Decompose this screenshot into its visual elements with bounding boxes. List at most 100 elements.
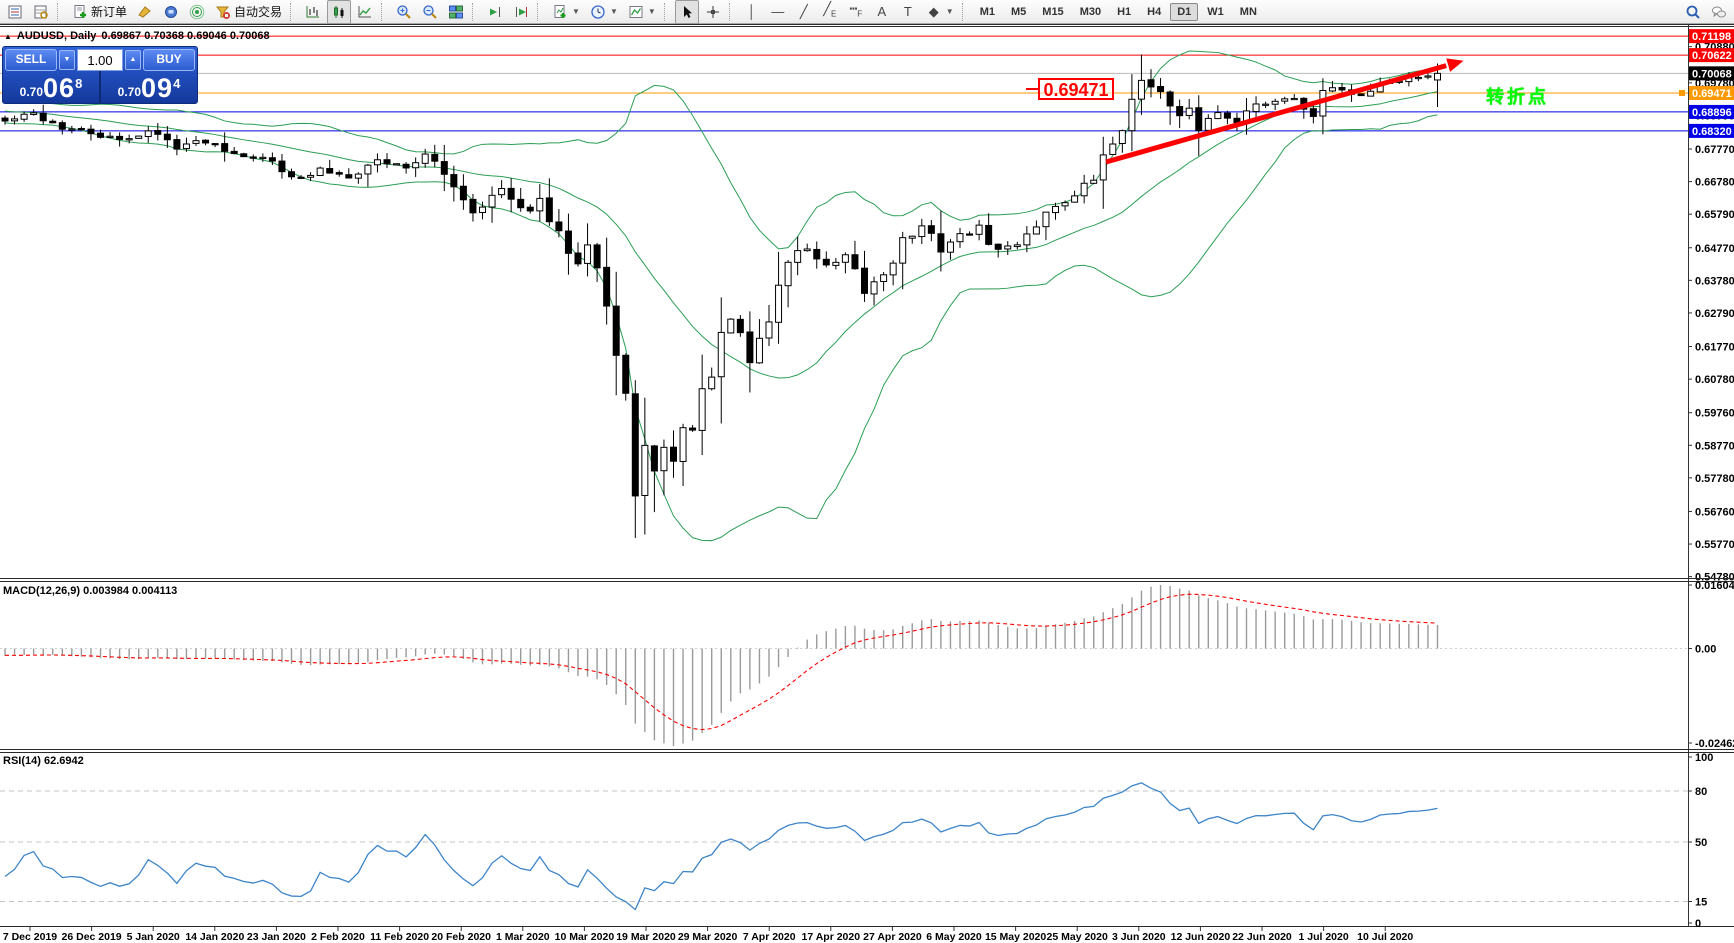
indicator-console-icon [137, 4, 153, 20]
toolbar-separator [472, 2, 479, 21]
tile-windows-button[interactable] [444, 0, 468, 24]
date-axis: 7 Dec 2019 26 Dec 2019 5 Jan 2020 14 Jan 20… [3, 927, 1413, 943]
fibonacci-tool-button[interactable]: ┅F [844, 0, 868, 24]
text-tool-button[interactable]: A [870, 0, 894, 24]
search-button[interactable] [1681, 0, 1705, 24]
date-tick-label: 11 Feb 2020 [370, 931, 429, 943]
vline-tool-icon: │ [747, 3, 756, 19]
price-axis: 0.708800.697800.687900.677700.667800.657… [1688, 24, 1734, 927]
arrows-tool-button[interactable]: ◆ ▼ [922, 0, 958, 24]
line-chart-button[interactable] [353, 0, 377, 24]
price-tick-label: 0.61770 [1695, 342, 1734, 354]
toolbar-separator [961, 2, 969, 21]
turning-point-label[interactable]: 转折点 [1486, 87, 1549, 107]
autotrade-icon [215, 4, 231, 20]
price-annotation[interactable]: 0.69471 [1038, 78, 1114, 100]
rsi-label: RSI(14) 62.6942 [3, 755, 84, 767]
timeframe-m30-button[interactable]: M30 [1079, 5, 1102, 18]
text-tool-icon: A [877, 3, 887, 19]
indicator-console-button[interactable] [133, 0, 157, 24]
volume-input[interactable] [77, 49, 123, 71]
date-tick-label: 27 Apr 2020 [863, 931, 922, 943]
chat-button[interactable] [1707, 0, 1731, 24]
price-badge: 0.71198 [1692, 31, 1731, 43]
bollinger-bands [4, 50, 1438, 542]
macd-axis-label: -0.024625 [1695, 738, 1734, 750]
collapse-trade-panel-icon[interactable]: ▲ [4, 31, 12, 41]
toolbar-separator [537, 2, 544, 21]
trendline-tool-icon: ╱ [799, 3, 808, 19]
dropdown-caret-icon: ▼ [609, 7, 618, 16]
chart-shift-button[interactable] [509, 0, 533, 24]
bar-chart-icon [305, 4, 321, 20]
signal-button[interactable] [185, 0, 209, 24]
auto-scroll-button[interactable] [483, 0, 507, 24]
timeframe-m1-button[interactable]: M1 [979, 5, 995, 18]
dropdown-caret-icon: ▼ [647, 7, 656, 16]
buy-price[interactable]: 0.70 09 4 [101, 71, 197, 103]
date-tick-label: 2 Feb 2020 [311, 931, 365, 943]
crosshair-button[interactable] [701, 0, 725, 24]
macd-histogram [4, 585, 1439, 746]
rsi-axis-label: 100 [1695, 752, 1713, 764]
vline-tool-button[interactable]: │ [740, 0, 764, 24]
search-icon [1685, 4, 1701, 20]
candlestick-button[interactable] [327, 0, 352, 24]
price-tick-label: 0.65790 [1695, 209, 1734, 221]
market-watch-icon [7, 4, 23, 20]
timeframe-m15-button[interactable]: M15 [1042, 5, 1064, 18]
new-order-label: 新订单 [91, 5, 128, 19]
hline-tool-button[interactable]: — [766, 0, 790, 24]
terminal-button[interactable] [159, 0, 183, 24]
price-badge: 0.70068 [1692, 68, 1732, 80]
chart-symbol-period: AUDUSD, Daily [16, 30, 97, 42]
templates-button[interactable]: ▼ [624, 0, 660, 24]
channel-tool-icon: ╱E [823, 0, 837, 19]
market-watch-button[interactable] [3, 0, 27, 24]
volume-increase-button[interactable]: ▲ [125, 50, 141, 70]
new-order-button[interactable]: 新订单 [68, 0, 131, 24]
cursor-icon [679, 4, 695, 20]
data-window-button[interactable] [29, 0, 53, 24]
buy-button[interactable]: BUY [143, 49, 195, 71]
crosshair-icon [705, 4, 721, 20]
timeframe-h1-button[interactable]: H1 [1117, 5, 1132, 18]
panel-dividers [0, 24, 1734, 927]
date-tick-label: 3 Jun 2020 [1112, 931, 1166, 943]
rsi-axis-label: 50 [1695, 837, 1707, 849]
timeframe-m5-button[interactable]: M5 [1011, 5, 1027, 18]
new-chart-icon [552, 4, 568, 20]
label-tool-button[interactable]: T [896, 0, 920, 24]
sell-button[interactable]: SELL [5, 49, 57, 71]
new-chart-button[interactable]: ▼ [548, 0, 584, 24]
date-tick-label: 7 Apr 2020 [743, 931, 796, 943]
tile-windows-icon [448, 4, 464, 20]
channel-tool-button[interactable]: ╱E [818, 0, 842, 24]
timeframe-mn-button[interactable]: MN [1239, 5, 1257, 18]
trendline-tool-button[interactable]: ╱ [792, 0, 816, 24]
periods-button[interactable]: ▼ [586, 0, 622, 24]
bar-chart-button[interactable] [301, 0, 325, 24]
autotrade-button[interactable]: 自动交易 [211, 0, 286, 24]
buy-price-prefix: 0.70 [117, 85, 142, 99]
timeframe-w1-button[interactable]: W1 [1207, 5, 1224, 18]
date-tick-label: 26 Dec 2019 [62, 931, 122, 943]
rsi-axis-label: 80 [1695, 786, 1707, 798]
toolbar-separator [381, 2, 388, 21]
price-tick-label: 0.62790 [1695, 308, 1734, 320]
date-tick-label: 15 May 2020 [985, 931, 1046, 943]
sell-price[interactable]: 0.70 06 8 [3, 71, 101, 103]
rsi-axis-label: 15 [1695, 897, 1707, 909]
date-tick-label: 6 May 2020 [926, 931, 982, 943]
price-tick-label: 0.67770 [1695, 144, 1734, 156]
macd-axis-label: 0.016048 [1695, 580, 1734, 592]
timeframe-h4-button[interactable]: H4 [1147, 5, 1162, 18]
fibonacci-tool-icon: ┅F [849, 0, 863, 19]
price-badge: 0.68320 [1692, 126, 1732, 138]
zoom-in-button[interactable] [392, 0, 416, 24]
cursor-button[interactable] [674, 0, 699, 24]
timeframe-d1-button[interactable]: D1 [1170, 2, 1199, 21]
volume-decrease-button[interactable]: ▼ [59, 50, 75, 70]
zoom-out-button[interactable] [418, 0, 442, 24]
